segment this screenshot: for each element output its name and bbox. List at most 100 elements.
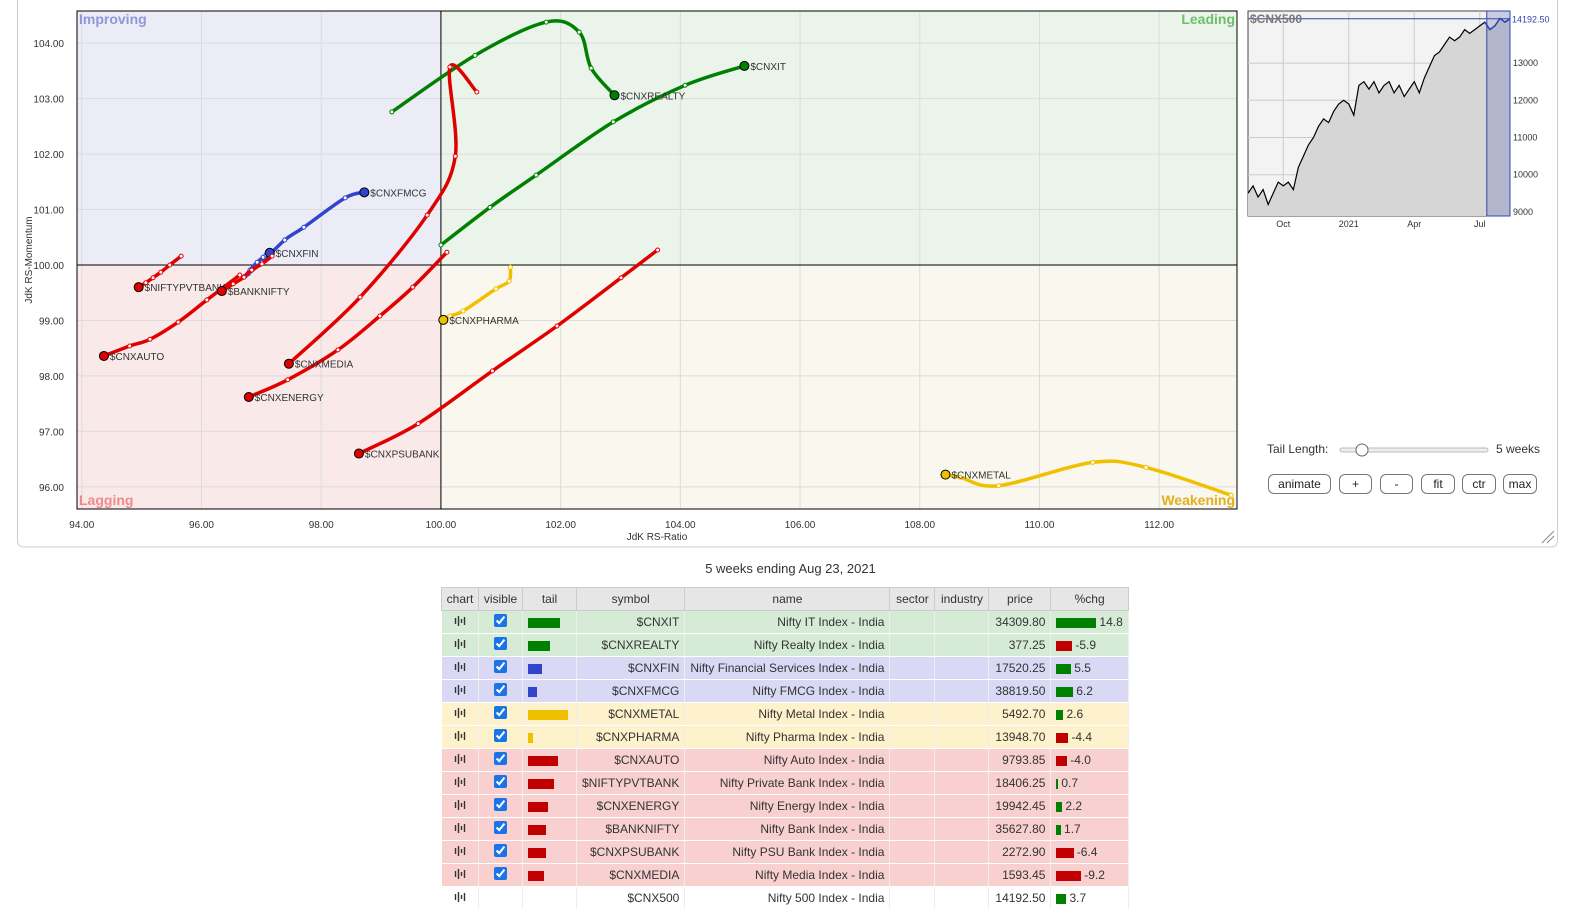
slider-thumb[interactable] [1355,443,1369,457]
tail-point [389,109,395,115]
symbol-cell: $BANKNIFTY [576,817,686,841]
visible-checkbox[interactable] [494,775,507,788]
tail-point [533,172,539,178]
visible-checkbox[interactable] [494,637,507,650]
tail-bar [528,663,542,674]
x-tick-label: 98.00 [309,520,334,531]
chg-label: -4.4 [1071,730,1093,744]
column-header[interactable]: price [988,587,1052,611]
chart-icon[interactable] [454,662,466,672]
head-point [283,358,294,369]
price-cell: 17520.25 [988,656,1052,680]
chart-icon[interactable] [454,731,466,741]
visible-checkbox[interactable] [494,706,507,719]
tail-point [342,195,348,201]
chg-cell: -5.9 [1050,633,1129,657]
chart-icon[interactable] [454,639,466,649]
y-tick-label: 102.00 [33,150,64,161]
column-header[interactable]: %chg [1050,587,1129,611]
control-button[interactable]: fit [1421,474,1455,494]
tail-point [460,308,466,314]
tail-point [957,474,963,480]
visible-checkbox[interactable] [494,660,507,673]
visible-checkbox[interactable] [494,729,507,742]
visible-cell [478,771,523,795]
sector-cell [889,794,936,818]
tail-point [254,259,260,265]
chg-cell: 1.7 [1050,817,1129,841]
control-button[interactable]: max [1503,474,1537,494]
visible-checkbox[interactable] [494,867,507,880]
chart-icon[interactable] [454,869,466,879]
control-button[interactable]: ctr [1462,474,1496,494]
chart-icon[interactable] [454,892,466,902]
price-cell: 13948.70 [988,725,1052,749]
table-row: $CNXPSUBANK Nifty PSU Bank Index - India 2… [441,840,1129,864]
price-cell: 9793.85 [988,748,1052,772]
header-row: chart visible tail symbol name sector industry… [441,587,1129,611]
chart-icon[interactable] [454,708,466,718]
x-tick-label: 96.00 [189,520,214,531]
tail-cell [522,840,577,864]
visible-cell [478,817,523,841]
table-row: $CNXMETAL Nifty Metal Index - India 5492.7… [441,702,1129,726]
tail-point [241,274,247,280]
visible-checkbox[interactable] [494,752,507,765]
column-header[interactable]: industry [934,587,990,611]
column-header[interactable]: sector [889,587,936,611]
chg-label: 0.7 [1061,776,1079,790]
chart-icon[interactable] [454,777,466,787]
tail-point [167,262,173,268]
head-point [359,187,370,198]
chart-icon[interactable] [454,754,466,764]
x-tick-label: Oct [1276,219,1291,229]
head-point [98,350,109,361]
visible-checkbox[interactable] [494,821,507,834]
sector-cell [889,817,936,841]
chg-cell: 0.7 [1050,771,1129,795]
control-button[interactable]: - [1380,474,1413,494]
series-label: $CNXFIN [276,249,319,260]
tail-point [301,224,307,230]
tail-cell [522,748,577,772]
tail-point [682,82,688,88]
column-header[interactable]: tail [522,587,577,611]
visible-checkbox[interactable] [494,844,507,857]
visible-checkbox[interactable] [494,683,507,696]
y-tick-label: 97.00 [39,427,64,438]
chg-label: 2.2 [1065,799,1083,813]
chart-icon[interactable] [454,685,466,695]
chg-bar [1056,640,1073,651]
column-header[interactable]: chart [441,587,479,611]
chg-label: 5.5 [1074,661,1091,675]
sector-cell [889,771,936,795]
chart-icon[interactable] [454,800,466,810]
quadrant-label: Lagging [79,492,133,508]
price-cell: 377.25 [988,633,1052,657]
tail-point [1228,492,1234,498]
sector-cell [889,656,936,680]
tail-point [1143,464,1149,470]
chg-bar [1056,870,1082,881]
table-row: $CNXIT Nifty IT Index - India 34309.80 14.8 [441,610,1129,634]
name-cell: Nifty IT Index - India [684,610,891,634]
tail-point [150,275,156,281]
visible-cell [478,725,523,749]
tail-slider[interactable] [1338,442,1490,458]
column-header[interactable]: visible [478,587,523,611]
mini-title: $CNX500 [1250,12,1302,26]
chg-cell: 14.8 [1050,610,1129,634]
visible-checkbox[interactable] [494,798,507,811]
rrg-panel: 94.00 96.00 98.00 100.00 102.00 104.00 106.00 1… [17,0,1558,548]
column-header[interactable]: name [684,587,891,611]
visible-checkbox[interactable] [494,614,507,627]
price-cell: 38819.50 [988,679,1052,703]
chart-icon[interactable] [454,846,466,856]
column-header[interactable]: symbol [575,587,686,611]
tail-point [410,284,416,290]
chart-icon[interactable] [454,616,466,626]
control-button[interactable]: + [1339,474,1372,494]
chart-icon[interactable] [454,823,466,833]
control-button[interactable]: animate [1268,474,1331,494]
tail-point [237,272,243,278]
